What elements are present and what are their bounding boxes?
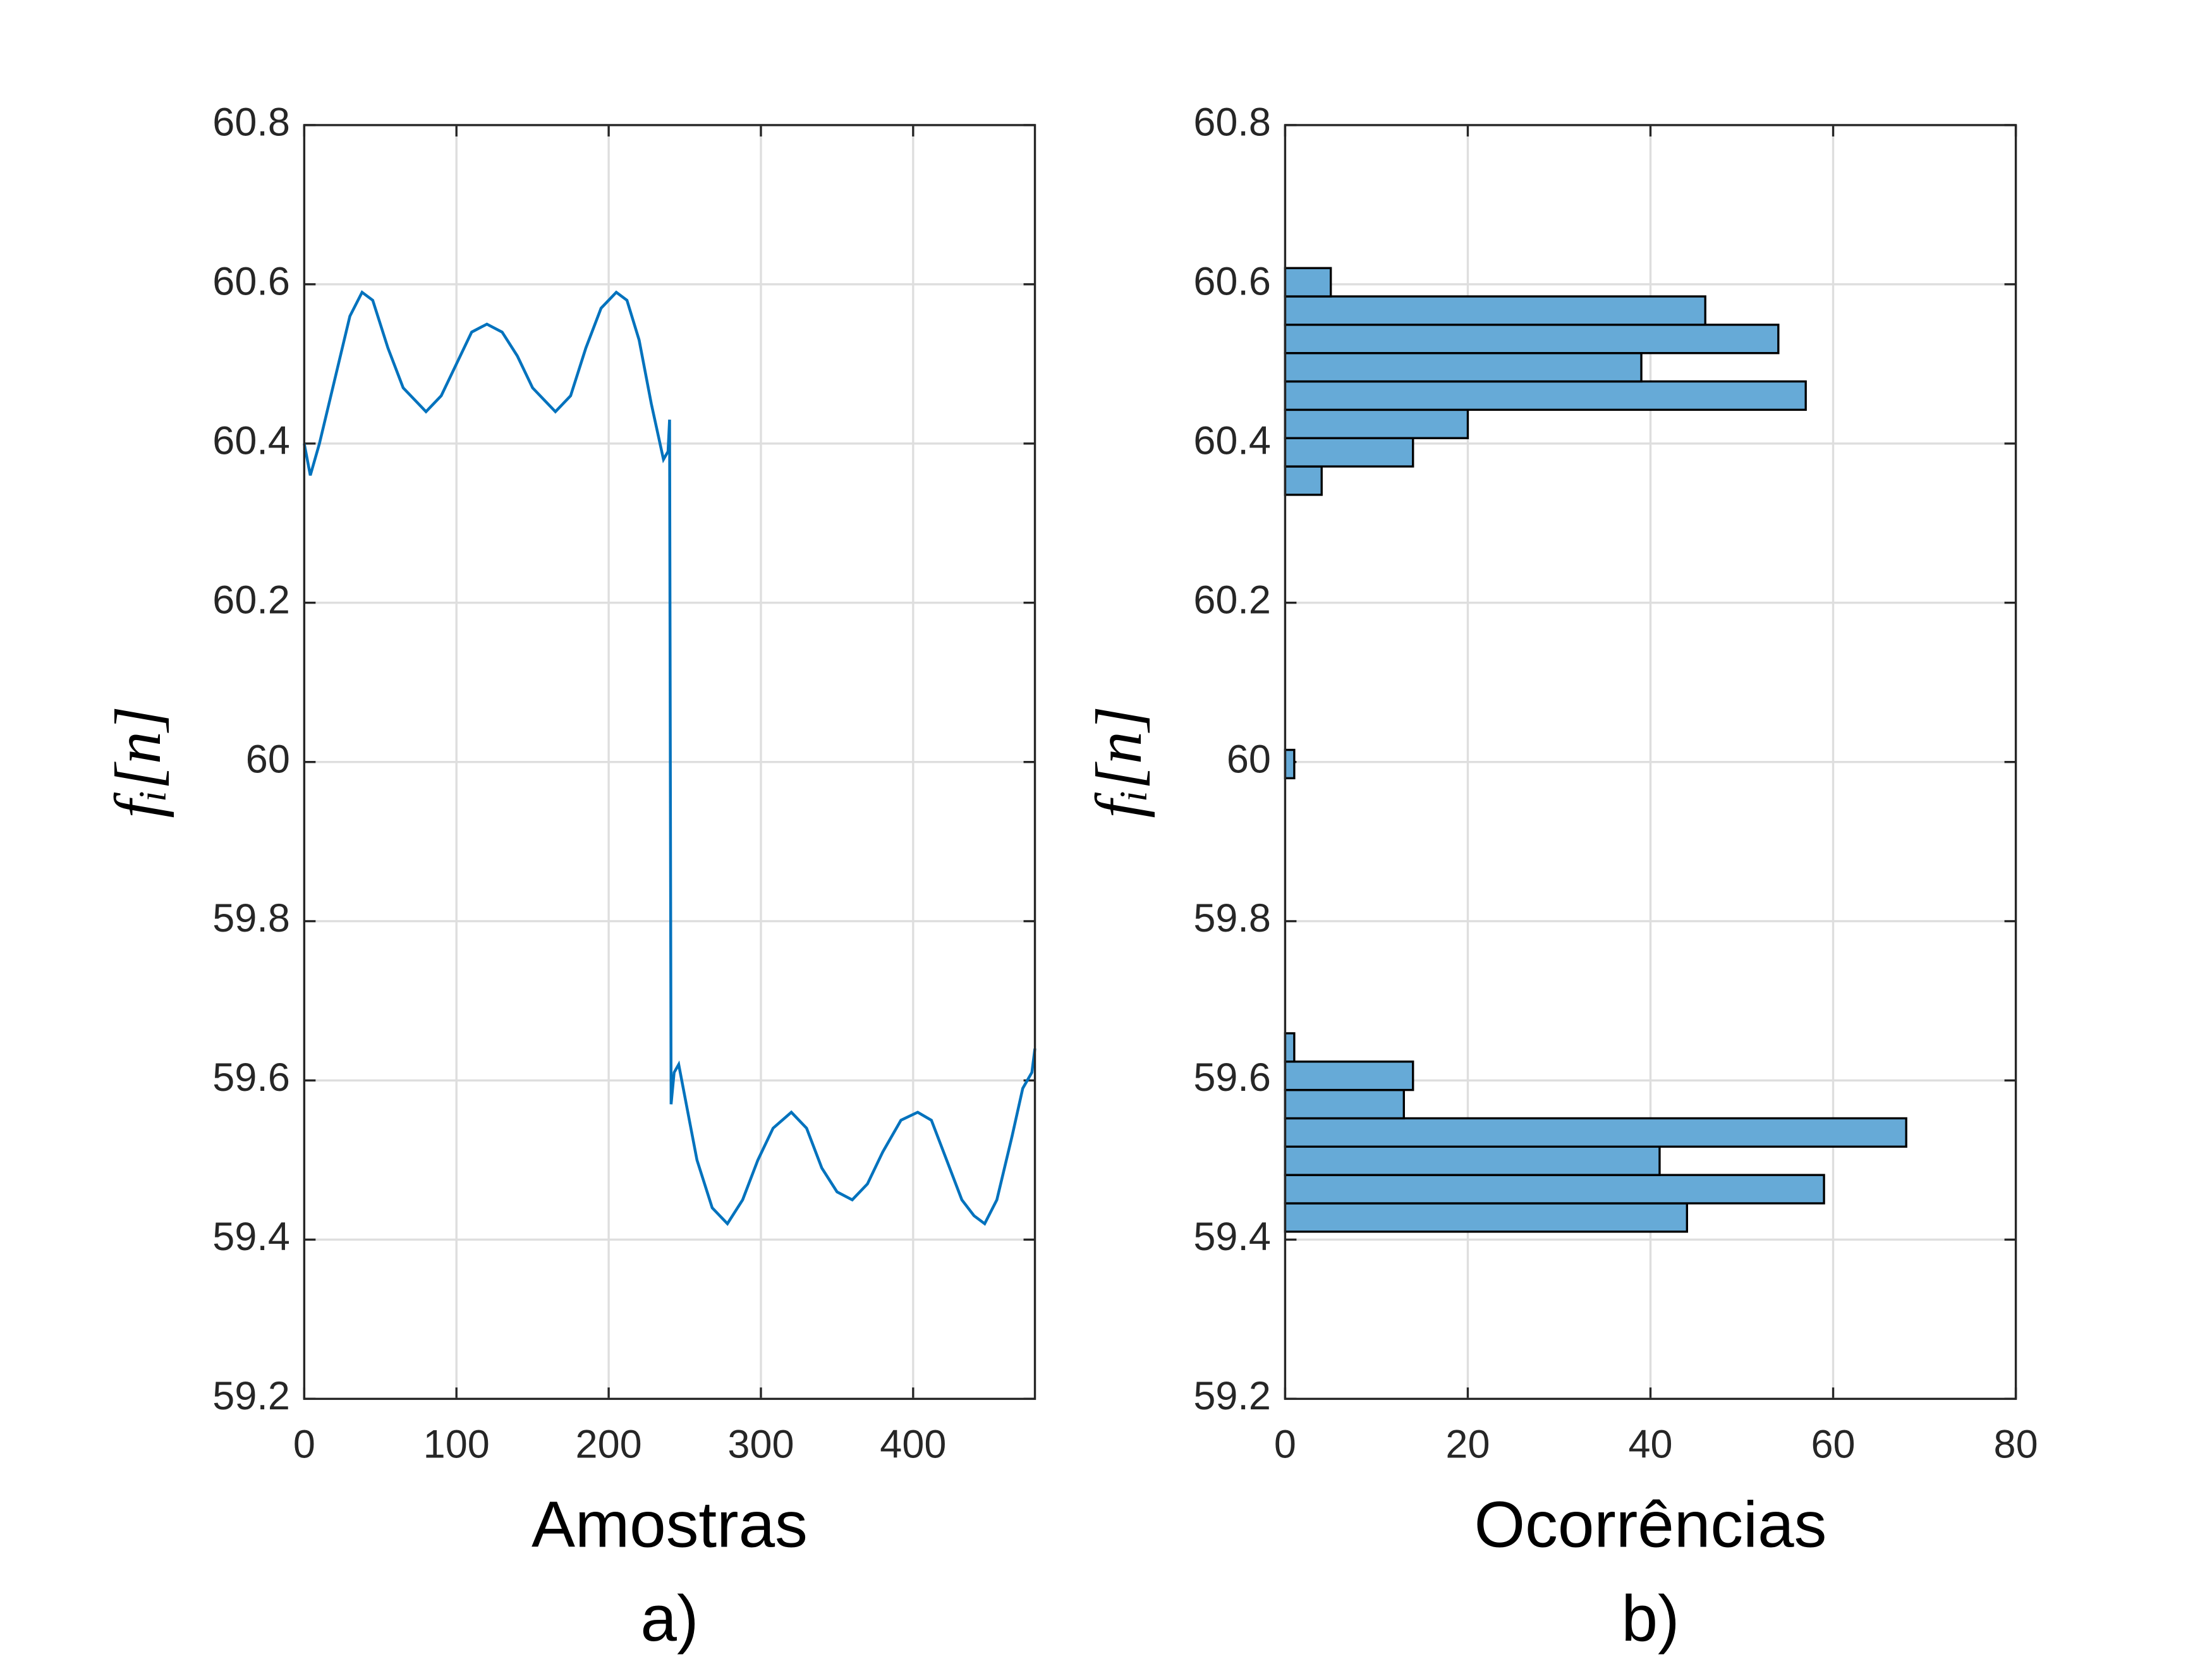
- x-axis-label: Ocorrências: [1474, 1488, 1827, 1561]
- x-tick-label: 20: [1445, 1422, 1490, 1466]
- axes-box: [1284, 124, 2017, 1401]
- y-tick-label: 60: [246, 737, 290, 781]
- y-tick-label: 59.2: [1193, 1374, 1271, 1418]
- y-tick-label: 60.2: [212, 578, 290, 622]
- x-tick-label: 60: [1811, 1422, 1856, 1466]
- histogram-bar: [1284, 295, 1706, 326]
- x-axis-label: Amostras: [532, 1488, 808, 1561]
- histogram-bar: [1284, 1202, 1688, 1233]
- y-axis-label: fᵢ[n]: [1083, 706, 1155, 818]
- y-tick-label: 60.8: [1193, 100, 1271, 145]
- y-tick-label: 59.4: [212, 1215, 290, 1259]
- histogram-bar: [1284, 1032, 1296, 1063]
- x-tick-label: 0: [1274, 1422, 1296, 1466]
- histogram-bar: [1284, 437, 1414, 468]
- histogram-bar: [1284, 465, 1323, 496]
- histogram-bar: [1284, 1088, 1405, 1120]
- y-tick-label: 60.6: [1193, 260, 1271, 304]
- histogram-bar: [1284, 1145, 1661, 1176]
- histogram-bar: [1284, 352, 1643, 383]
- histogram-bar: [1284, 1060, 1414, 1091]
- y-axis-label: fᵢ[n]: [102, 706, 174, 818]
- axes-box: [303, 124, 1036, 1401]
- y-tick-label: 60: [1227, 737, 1271, 781]
- y-tick-label: 59.6: [1193, 1055, 1271, 1100]
- caption: a): [640, 1581, 698, 1655]
- histogram-bar: [1284, 748, 1296, 780]
- x-tick-label: 400: [880, 1422, 946, 1466]
- x-tick-label: 40: [1628, 1422, 1672, 1466]
- histogram-bar: [1284, 1174, 1825, 1205]
- histogram-bar: [1284, 380, 1807, 411]
- y-tick-label: 59.2: [212, 1374, 290, 1418]
- x-tick-label: 80: [1994, 1422, 2038, 1466]
- y-tick-label: 60.2: [1193, 578, 1271, 622]
- y-tick-label: 60.4: [1193, 418, 1271, 463]
- histogram-bar: [1284, 324, 1780, 355]
- y-tick-label: 60.6: [212, 260, 290, 304]
- y-tick-label: 59.4: [1193, 1215, 1271, 1259]
- x-tick-label: 300: [727, 1422, 794, 1466]
- x-tick-label: 100: [423, 1422, 490, 1466]
- y-tick-label: 59.8: [212, 896, 290, 940]
- caption: b): [1621, 1581, 1679, 1655]
- histogram-bar: [1284, 267, 1332, 298]
- y-tick-label: 60.8: [212, 100, 290, 145]
- y-tick-label: 59.8: [1193, 896, 1271, 940]
- histogram-bar: [1284, 408, 1469, 439]
- data-line: [303, 290, 1036, 1226]
- y-tick-label: 60.4: [212, 418, 290, 463]
- histogram-bar: [1284, 1117, 1907, 1148]
- x-tick-label: 200: [576, 1422, 642, 1466]
- y-tick-label: 59.6: [212, 1055, 290, 1100]
- x-tick-label: 0: [293, 1422, 315, 1466]
